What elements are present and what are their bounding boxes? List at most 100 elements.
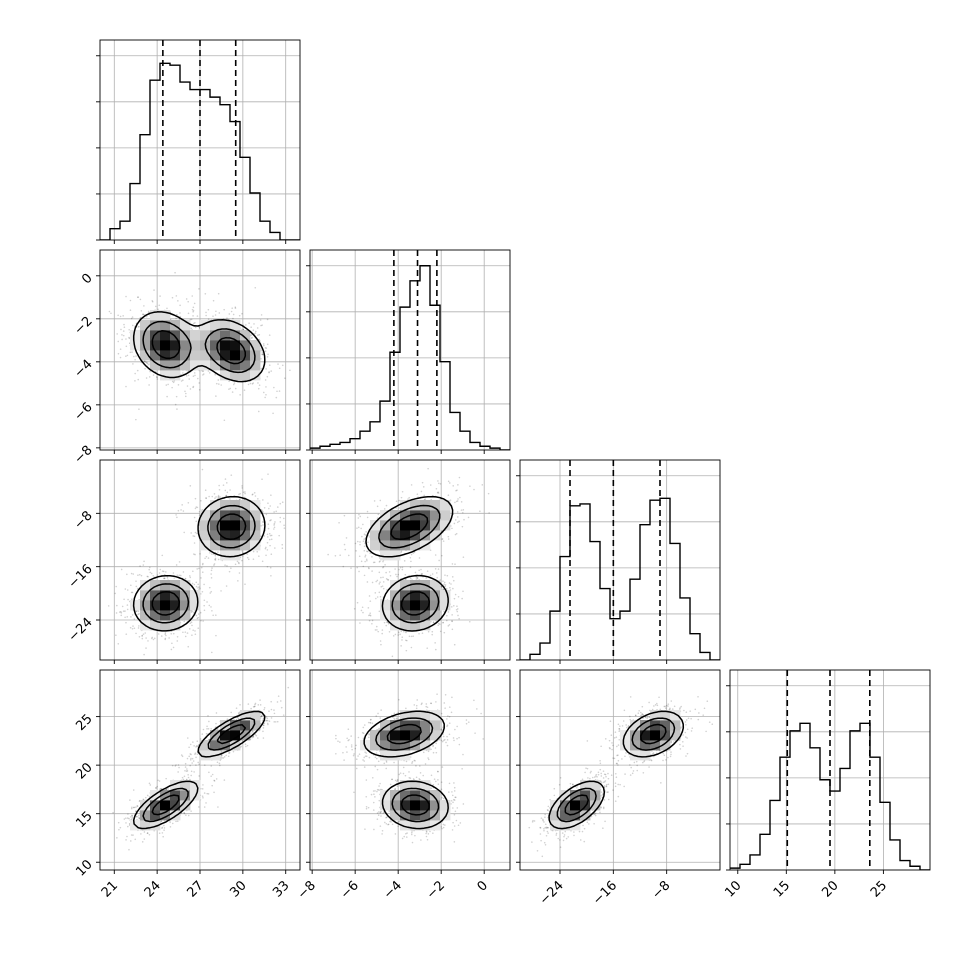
sample-point (213, 780, 216, 782)
sample-point (211, 567, 213, 569)
density-cell (420, 600, 431, 611)
sample-point (116, 333, 118, 335)
density-cell (200, 520, 211, 531)
sample-point (448, 582, 451, 584)
sample-point (129, 351, 132, 354)
sample-point (385, 589, 388, 591)
sample-point (408, 635, 411, 638)
sample-point (214, 559, 217, 561)
contour-level-1 (132, 311, 266, 383)
sample-point (369, 614, 371, 616)
sample-point (400, 630, 403, 633)
sample-point (110, 312, 112, 315)
sample-point (220, 750, 223, 753)
sample-point (377, 513, 380, 516)
sample-point (125, 338, 127, 340)
density-cell (250, 510, 261, 521)
density-cell (160, 320, 171, 331)
sample-point (131, 351, 133, 353)
density-cell (230, 530, 241, 541)
sample-point (409, 566, 412, 569)
sample-point (192, 306, 195, 309)
density-cell (400, 590, 411, 601)
sample-point (268, 371, 270, 373)
sample-point (281, 364, 284, 367)
sample-point (188, 575, 191, 577)
hist-bin (210, 97, 220, 240)
sample-point (405, 631, 407, 634)
sample-point (217, 558, 220, 561)
sample-point (416, 577, 419, 579)
sample-point (158, 780, 161, 782)
sample-point (207, 318, 210, 321)
sample-point (446, 574, 449, 577)
sample-point (487, 492, 490, 495)
sample-point (265, 393, 267, 396)
hist-bin (380, 401, 390, 450)
sample-point (203, 604, 206, 607)
sample-point (140, 574, 143, 577)
sample-point (273, 712, 276, 715)
sample-point (194, 322, 196, 324)
sample-point (366, 516, 369, 519)
sample-point (197, 627, 200, 629)
density-cell (410, 540, 421, 551)
sample-point (138, 408, 140, 410)
sample-point (447, 625, 450, 627)
sample-point (175, 295, 178, 297)
sample-point (164, 571, 167, 573)
sample-point (205, 497, 207, 500)
sample-point (239, 394, 241, 396)
sample-point (283, 524, 285, 527)
contour-level-2 (142, 504, 256, 624)
sample-point (462, 509, 465, 511)
sample-point (268, 532, 271, 535)
sample-point (124, 588, 127, 590)
sample-point (114, 592, 117, 595)
sample-point (451, 527, 453, 530)
sample-point (262, 353, 264, 356)
density-cell (230, 520, 241, 531)
sample-point (208, 586, 211, 589)
sample-point (259, 319, 262, 321)
sample-point (253, 491, 256, 494)
sample-point (187, 645, 190, 648)
sample-point (462, 590, 464, 593)
hist-bin (200, 90, 210, 240)
sample-point (233, 382, 236, 384)
sample-point (431, 573, 434, 575)
density-cell (230, 330, 241, 341)
sample-point (262, 343, 265, 345)
sample-point (429, 484, 432, 486)
sample-point (270, 553, 273, 555)
sample-point (438, 559, 440, 562)
sample-point (272, 412, 274, 415)
sample-point (366, 510, 369, 513)
sample-point (416, 493, 419, 496)
density-cell (160, 310, 171, 321)
density-cell (140, 340, 151, 351)
density-cell (150, 340, 161, 351)
sample-point (434, 642, 436, 644)
sample-point (268, 507, 270, 510)
sample-point (261, 324, 263, 326)
sample-point (218, 488, 221, 491)
sample-point (242, 328, 245, 331)
sample-point (458, 617, 460, 620)
sample-point (218, 312, 221, 314)
sample-point (237, 713, 240, 715)
sample-point (266, 375, 269, 378)
sample-point (256, 550, 259, 553)
sample-point (440, 585, 443, 588)
sample-point (236, 560, 239, 563)
sample-point (173, 577, 176, 579)
sample-point (173, 380, 176, 382)
sample-point (453, 522, 456, 525)
hist-bin (420, 266, 430, 450)
sample-point (457, 614, 459, 617)
sample-point (232, 313, 235, 316)
sample-point (251, 493, 254, 496)
sample-point (134, 358, 136, 361)
sample-point (361, 535, 363, 538)
histogram-0 (100, 62, 300, 240)
